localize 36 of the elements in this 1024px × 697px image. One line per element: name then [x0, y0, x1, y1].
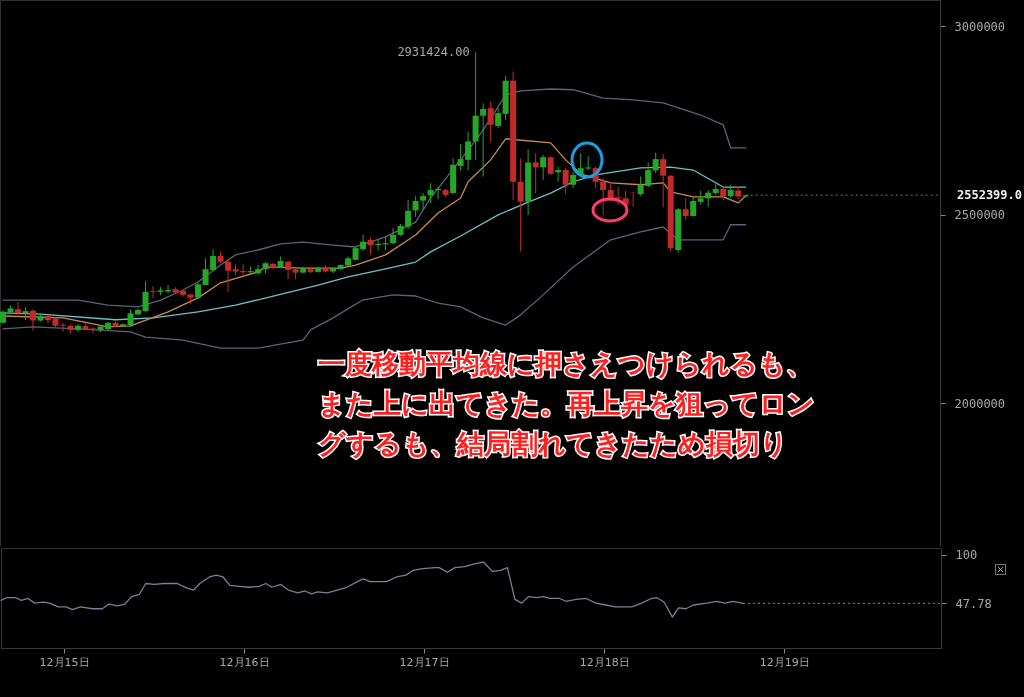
candlestick [517, 157, 524, 253]
candlestick [390, 227, 397, 245]
candlestick [75, 323, 82, 333]
x-tick-label: 12月19日 [759, 655, 810, 669]
ref-line-label: 2552399.0 [957, 188, 1023, 203]
candlestick [45, 314, 52, 325]
candlestick [540, 154, 547, 181]
candlestick [420, 192, 427, 211]
candlestick [547, 155, 554, 176]
candlestick [285, 260, 292, 280]
candlestick [142, 280, 149, 313]
candlestick [495, 107, 502, 129]
annotation: 2931424.00 [397, 45, 470, 60]
candlestick [30, 308, 37, 332]
candlestick [15, 301, 21, 314]
candlestick [652, 152, 659, 174]
candlestick [600, 177, 607, 216]
x-tick-label: 12月18日 [579, 655, 630, 669]
candlestick [562, 167, 569, 195]
y-tick-label: 2500000 [954, 208, 1006, 223]
candlestick [480, 102, 487, 177]
annotation: 一度移動平均線に押さえつけられるも、また上に出てきた。再上昇を狙ってロングするも、結局割れてきたため損切り [318, 348, 815, 459]
candlestick [412, 195, 419, 218]
y-tick-label: 100 [955, 548, 978, 563]
y-tick-label: 3000000 [954, 19, 1006, 34]
candlestick [427, 182, 434, 204]
candlestick [682, 197, 689, 221]
x-tick-label: 12月17日 [399, 655, 450, 669]
candlestick [660, 153, 667, 208]
x-tick-label: 12月16日 [219, 655, 270, 669]
candlestick [225, 258, 232, 293]
y-tick-label: 2000000 [954, 396, 1006, 411]
candlestick [150, 285, 157, 299]
x-tick-label: 12月15日 [39, 655, 90, 669]
y-tick-label: 47.78 [955, 596, 992, 611]
candlestick [487, 100, 494, 142]
